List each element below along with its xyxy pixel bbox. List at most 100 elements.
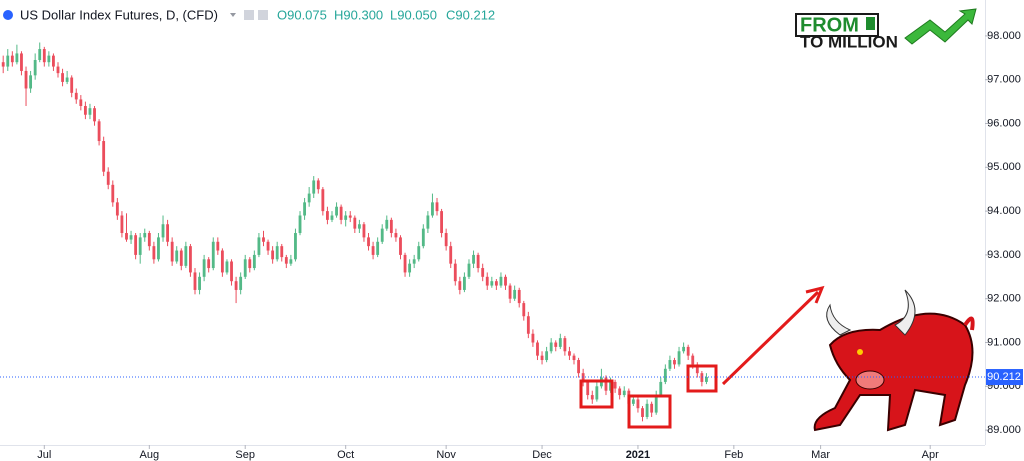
x-tick-label: Feb <box>724 449 743 461</box>
candle-body <box>1 62 5 67</box>
candle-body <box>682 346 686 352</box>
candle-body <box>353 217 357 229</box>
candle-body <box>294 233 297 260</box>
y-tick-label: 97.000 <box>987 74 1021 86</box>
annotations <box>579 285 825 429</box>
ohlc-low: L90.050 <box>390 7 437 22</box>
candle-body <box>120 215 124 234</box>
candle-body <box>691 355 695 365</box>
candle-body <box>225 261 229 273</box>
candle-body <box>494 281 498 286</box>
y-tick-label: 98.000 <box>987 30 1021 42</box>
y-tick-label: 94.000 <box>987 205 1021 217</box>
y-tick-label: 93.000 <box>987 249 1021 261</box>
candle-body <box>394 233 398 238</box>
candle-body <box>449 246 453 264</box>
candle-body <box>312 180 316 194</box>
candle-body <box>326 211 329 220</box>
candle-body <box>376 241 380 255</box>
candle-body <box>97 121 101 142</box>
candle-body <box>522 303 526 317</box>
x-tick-label: Sep <box>235 449 255 461</box>
candle-body <box>102 141 106 172</box>
candle-body <box>673 360 676 365</box>
candle-body <box>586 381 590 396</box>
candle-body <box>307 193 311 203</box>
candle-body <box>622 390 626 396</box>
candle-body <box>70 77 74 93</box>
candle-body <box>202 259 206 277</box>
candle-body <box>115 202 119 216</box>
candle-body <box>248 259 252 269</box>
candle-body <box>458 281 462 290</box>
y-tick-label: 95.000 <box>987 161 1021 173</box>
candle-body <box>686 346 690 356</box>
settings-icon[interactable] <box>258 10 268 20</box>
eye-icon[interactable] <box>244 10 254 20</box>
candle-body <box>125 233 128 240</box>
candle-body <box>385 219 389 229</box>
candle-body <box>207 259 211 269</box>
candle-body <box>399 237 402 255</box>
candle-body <box>421 228 425 247</box>
logo-bar <box>866 17 875 30</box>
y-tick-label: 89.000 <box>987 424 1021 436</box>
candle-body <box>280 246 284 258</box>
bull-snout <box>855 370 885 390</box>
bull-body <box>813 312 974 432</box>
candle-body <box>189 246 192 273</box>
candle-body <box>52 55 55 67</box>
candle-body <box>134 235 138 255</box>
candle-body <box>677 351 681 365</box>
candle-body <box>335 206 338 216</box>
arrow-line <box>721 290 820 386</box>
candle-body <box>179 250 183 266</box>
candle-body <box>536 342 539 356</box>
bull-horn <box>826 303 852 336</box>
candle-body <box>581 373 585 382</box>
candle-body <box>216 241 220 251</box>
x-tick-label: 2021 <box>626 449 650 461</box>
candle-body <box>74 92 78 100</box>
candle-body <box>330 215 334 220</box>
candle-body <box>590 395 594 400</box>
candle-body <box>467 263 471 277</box>
candle-body <box>129 235 133 240</box>
last-price-label: 90.212 <box>987 371 1021 383</box>
candle-body <box>357 224 361 229</box>
candle-body <box>262 237 265 242</box>
candle-body <box>42 49 46 63</box>
candle-body <box>166 224 170 242</box>
candle-body <box>453 263 457 282</box>
highlight-box <box>627 394 672 429</box>
y-tick-label: 91.000 <box>987 336 1021 348</box>
candle-body <box>549 342 553 352</box>
bull-illustration <box>813 289 975 432</box>
candle-body <box>650 403 654 413</box>
candle-body <box>184 246 188 266</box>
candle-body <box>563 338 567 352</box>
candle-body <box>481 268 485 277</box>
candle-body <box>659 381 663 396</box>
bull-horn <box>894 289 916 336</box>
logo-box <box>795 13 879 37</box>
candle-body <box>499 276 503 286</box>
candle-body <box>408 263 412 273</box>
candle-body <box>444 233 448 247</box>
candle-body <box>271 250 275 260</box>
x-tick-label: Dec <box>532 449 552 461</box>
plot-area <box>1 42 708 422</box>
candle-body <box>668 360 672 369</box>
candle-body <box>56 66 60 74</box>
candle-body <box>147 233 151 247</box>
x-tick-label: Mar <box>811 449 830 461</box>
candle-body <box>10 55 14 63</box>
dropdown-icon[interactable] <box>230 13 236 17</box>
candle-body <box>604 377 608 391</box>
candle-body <box>170 241 174 262</box>
ohlc-open: O90.075 <box>277 7 327 22</box>
candle-body <box>152 246 156 260</box>
candle-body <box>558 338 562 347</box>
candle-body <box>403 254 407 273</box>
candle-body <box>472 254 475 264</box>
